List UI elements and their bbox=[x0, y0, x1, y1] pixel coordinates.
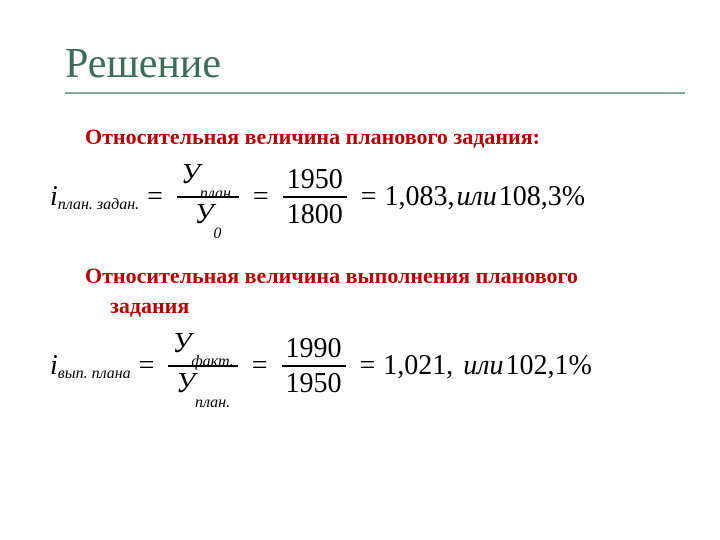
slide: Решение Относительная величина планового… bbox=[0, 0, 720, 540]
eq2-equals-3: = bbox=[360, 350, 376, 382]
eq1-frac2-den: 1800 bbox=[283, 200, 347, 229]
slide-title: Решение bbox=[65, 40, 670, 88]
section2-label-line1: Относительная величина выполнения планов… bbox=[85, 263, 670, 289]
eq1-lhs-var: i bbox=[50, 181, 58, 213]
eq2-equals-1: = bbox=[139, 350, 155, 382]
eq1-or: или bbox=[457, 181, 497, 213]
eq2-frac1: Уфакт. Уплан. bbox=[168, 329, 237, 404]
eq2-frac2-den: 1950 bbox=[282, 369, 346, 398]
equation-2: i вып. плана = Уфакт. Уплан. = 1990 1950… bbox=[50, 329, 670, 404]
eq1-frac1-den-var: У bbox=[195, 199, 214, 230]
eq1-percent: 108,3% bbox=[499, 181, 585, 213]
eq2-frac1-den-sub: план. bbox=[195, 394, 230, 411]
eq2-frac1-num-var: У bbox=[172, 328, 191, 359]
eq1-equals-1: = bbox=[147, 181, 163, 213]
equation-1: i план. задан. = Уплан. У0 = 1950 1800 =… bbox=[50, 160, 670, 235]
eq2-frac2-num: 1990 bbox=[282, 334, 346, 363]
section2-label-line2: задания bbox=[110, 293, 670, 319]
eq2-frac1-num-sub: факт. bbox=[191, 353, 233, 370]
section1-label: Относительная величина планового задания… bbox=[85, 124, 670, 150]
eq1-frac1: Уплан. У0 bbox=[177, 160, 239, 235]
eq2-equals-2: = bbox=[252, 350, 268, 382]
eq2-result: 1,021, bbox=[383, 350, 453, 382]
title-underline bbox=[65, 92, 685, 94]
eq2-lhs-var: i bbox=[50, 350, 58, 382]
eq1-frac1-num-var: У bbox=[181, 159, 200, 190]
eq2-percent: 102,1% bbox=[506, 350, 592, 382]
eq1-frac2-num: 1950 bbox=[283, 165, 347, 194]
eq1-frac1-den-sub: 0 bbox=[213, 225, 221, 242]
eq2-lhs-sub: вып. плана bbox=[58, 365, 131, 383]
eq2-frac2: 1990 1950 bbox=[282, 334, 346, 399]
eq1-result: 1,083, bbox=[385, 181, 455, 213]
eq1-frac2: 1950 1800 bbox=[283, 165, 347, 230]
eq2-or: или bbox=[463, 350, 503, 382]
eq1-equals-3: = bbox=[361, 181, 377, 213]
eq2-frac1-den-var: У bbox=[176, 368, 195, 399]
eq1-frac1-num-sub: план. bbox=[200, 185, 235, 202]
eq1-lhs-sub: план. задан. bbox=[58, 196, 139, 214]
eq1-equals-2: = bbox=[253, 181, 269, 213]
